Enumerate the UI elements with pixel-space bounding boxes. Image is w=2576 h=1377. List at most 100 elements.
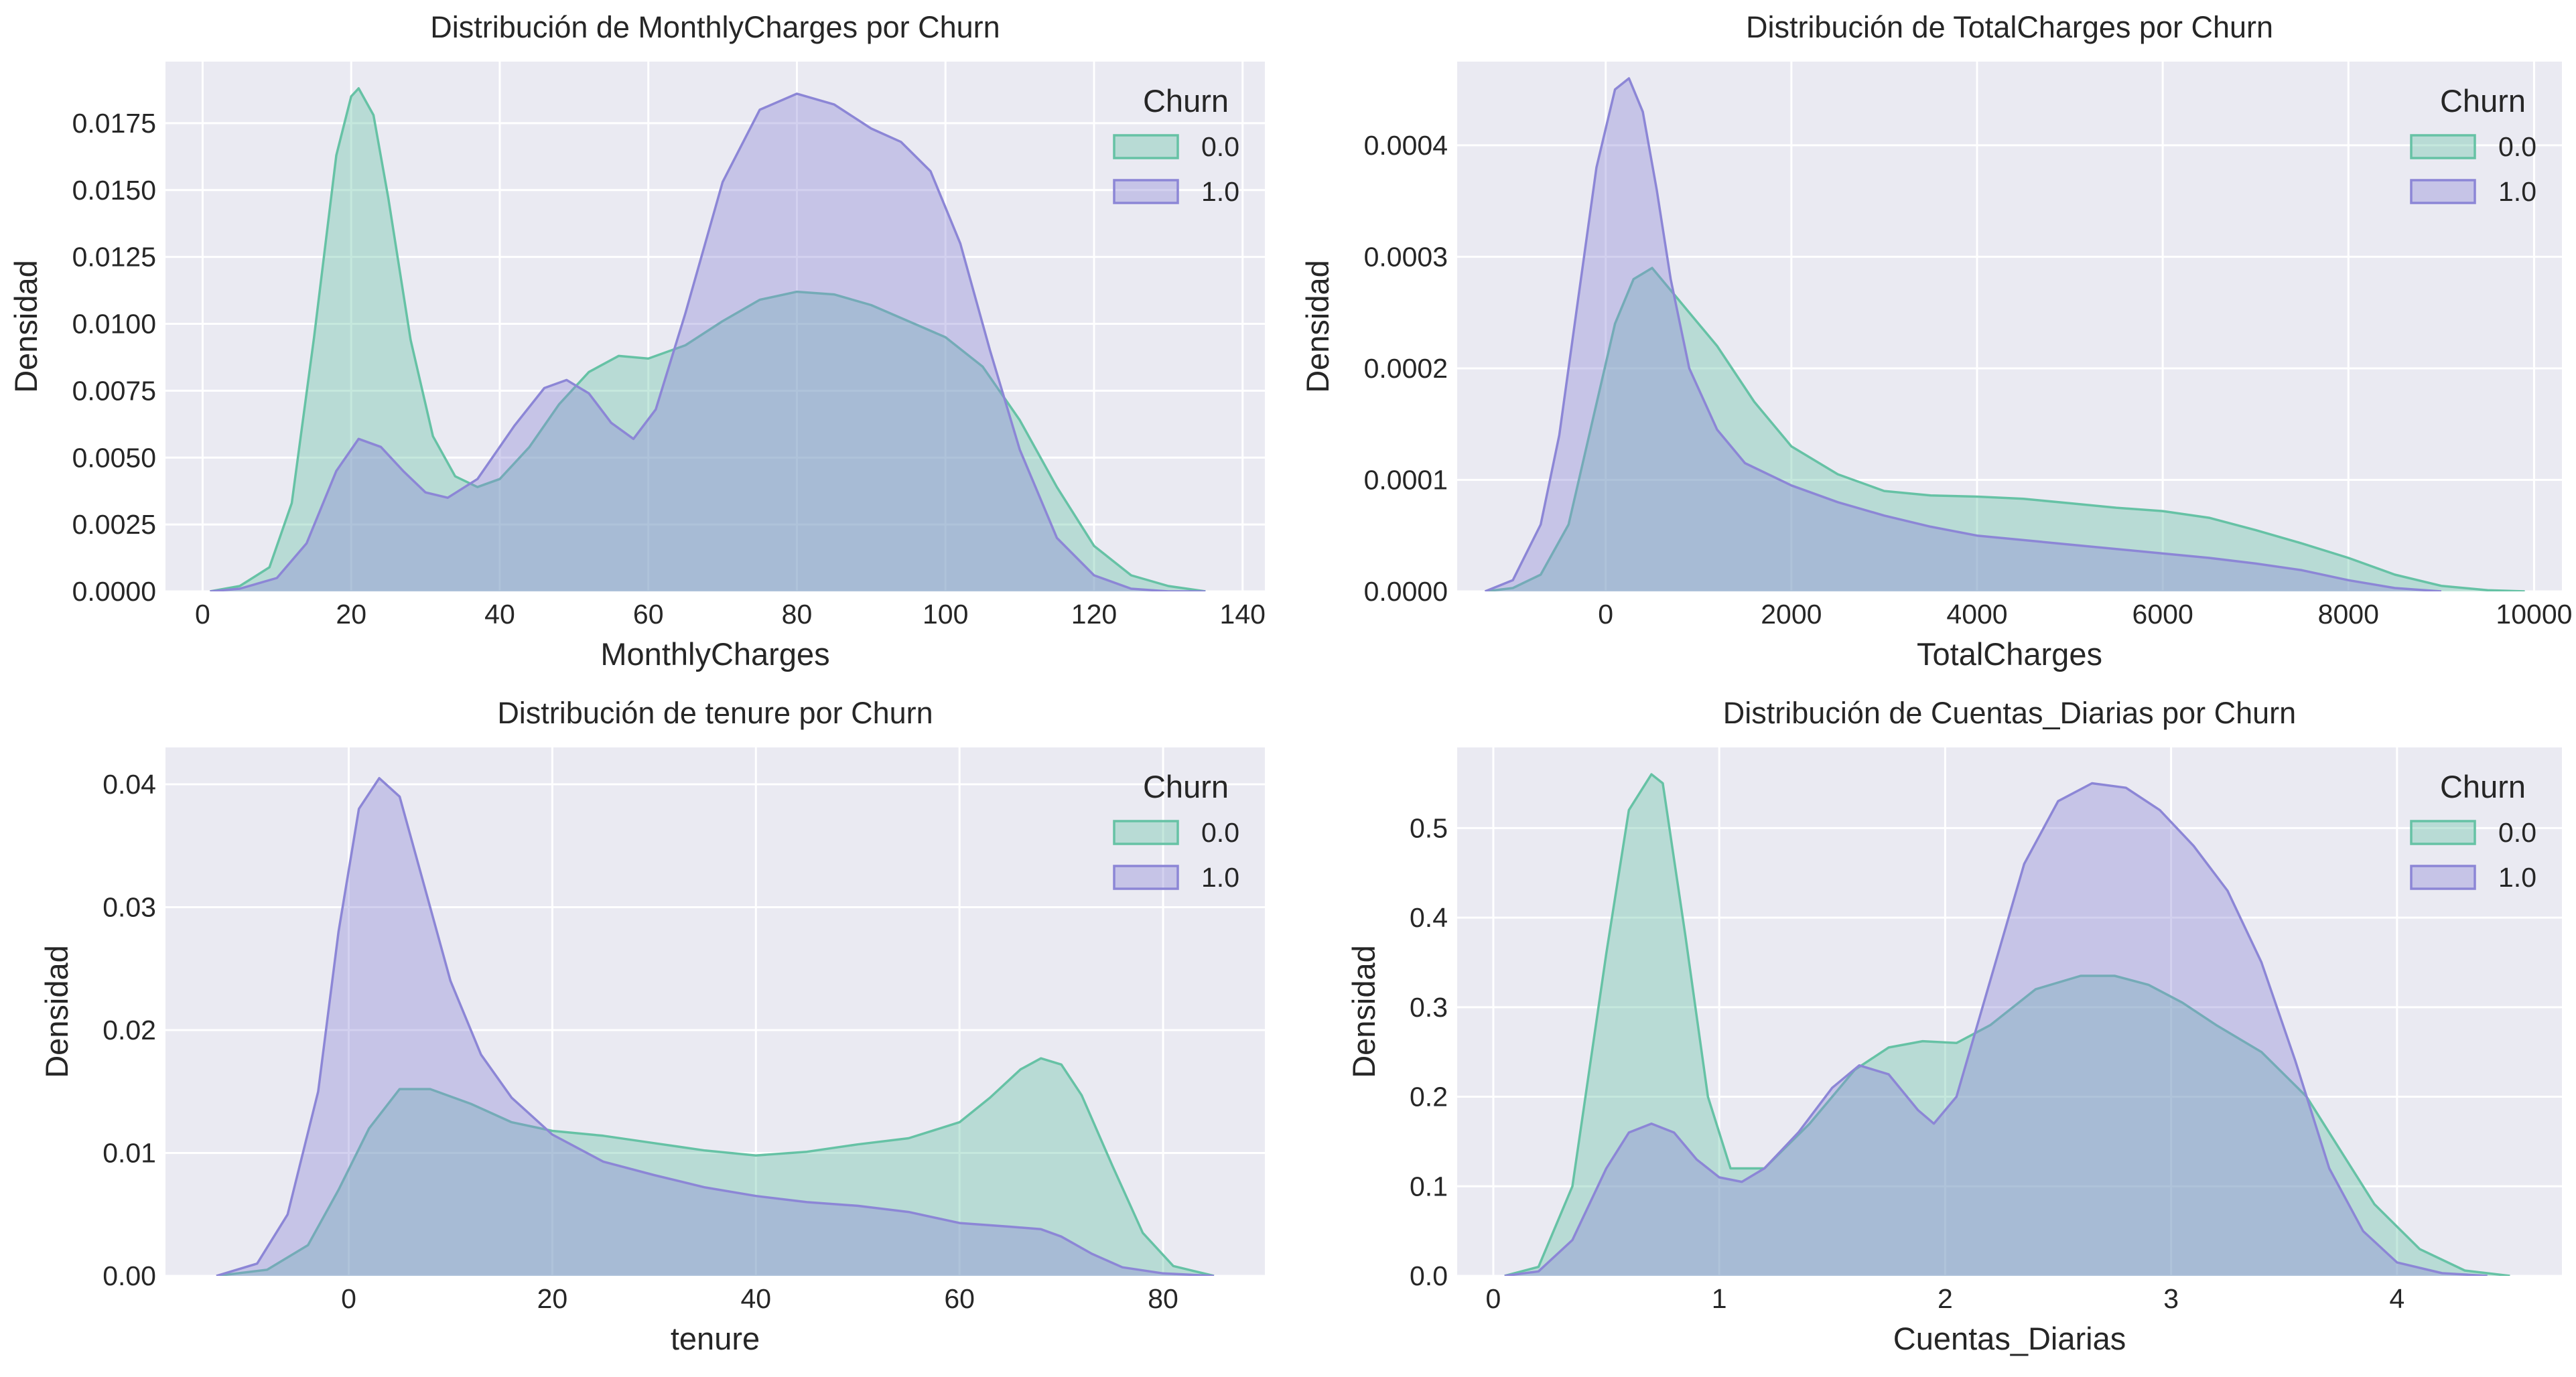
x-tick-label: 20 [537,1283,568,1314]
legend: Churn 0.0 1.0 [1113,769,1239,893]
x-tick-label: 4 [2389,1283,2404,1314]
x-tick-label: 4000 [1946,599,2007,630]
y-axis-label: Densidad [39,945,74,1078]
density-line-churn-0.0 [210,87,1206,591]
y-tick-label: 0.0004 [1364,130,1448,161]
y-tick-label: 0.0025 [72,509,156,540]
legend-title: Churn [1143,769,1229,804]
x-tick-label: 60 [944,1283,975,1314]
x-tick-label: 120 [1071,599,1117,630]
x-tick-label: 2 [1938,1283,1953,1314]
y-axis-label: Densidad [1346,945,1381,1078]
y-tick-label: 0.00 [103,1260,156,1291]
y-tick-label: 0.2 [1410,1082,1448,1112]
y-tick-label: 0.03 [103,892,156,923]
legend-swatch-churn-0.0 [1113,820,1179,845]
chart-panel-2: 0 2000 4000 6000 8000 10000 0.0000 0.0001 0.0002… [1300,10,2572,672]
density-fill-churn-0.0 [216,1058,1214,1276]
legend-swatch-churn-1.0 [2410,179,2476,204]
chart-title: Distribución de MonthlyCharges por Churn [430,10,1000,44]
y-axis-label: Densidad [8,260,44,393]
x-tick-label: 3 [2163,1283,2179,1314]
density-fill-churn-0.0 [210,88,1206,591]
density-areas [210,87,1206,591]
legend-label-churn-0.0: 0.0 [1201,817,1239,848]
x-tick-label: 0 [341,1283,356,1314]
y-tick-label: 0.01 [103,1138,156,1169]
legend-swatch-churn-0.0 [2410,820,2476,845]
y-tick-label: 0.0003 [1364,241,1448,272]
y-tick-label: 0.0100 [72,309,156,340]
legend-swatch-churn-0.0 [1113,134,1179,159]
legend-label-churn-0.0: 0.0 [1201,131,1239,162]
density-fill-churn-1.0 [216,778,1214,1276]
legend-swatch-churn-1.0 [2410,865,2476,890]
x-tick-label: 1 [1712,1283,1727,1314]
chart-panel-1: 0 20 40 60 80 100 120 1400.00000.00250.00500.00… [8,10,1266,672]
chart-title: Distribución de Cuentas_Diarias por Chur… [1723,696,2296,730]
x-tick-label: 40 [740,1283,771,1314]
x-tick-label: 80 [782,599,813,630]
legend-swatch-churn-0.0 [2410,134,2476,159]
density-areas [216,777,1215,1276]
legend-label-churn-1.0: 1.0 [1201,176,1239,207]
legend-label-churn-1.0: 1.0 [1201,862,1239,893]
legend: Churn 0.0 1.0 [2410,769,2536,893]
y-tick-label: 0.0002 [1364,353,1448,384]
legend-title: Churn [1143,83,1229,119]
y-tick-label: 0.0001 [1364,464,1448,495]
density-fill-churn-1.0 [210,93,1206,591]
y-tick-label: 0.1 [1410,1171,1448,1202]
x-tick-label: 0 [1486,1283,1501,1314]
x-tick-label: 60 [633,599,664,630]
y-tick-label: 0.02 [103,1015,156,1045]
chart-title: Distribución de tenure por Churn [497,696,933,730]
x-axis-label: TotalCharges [1917,636,2102,672]
density-line-churn-0.0 [1504,773,2510,1276]
legend-swatch-churn-1.0 [1113,865,1179,890]
y-tick-label: 0.0000 [72,576,156,607]
legend: Churn 0.0 1.0 [1113,83,1239,207]
x-tick-label: 2000 [1761,599,1822,630]
y-tick-label: 0.3 [1410,992,1448,1023]
density-fill-churn-0.0 [1485,268,2525,591]
x-tick-label: 0 [195,599,210,630]
legend-swatch-churn-1.0 [1113,179,1179,204]
chart-panel-4: 0 1 2 3 4 0.0 0.1 0.2 0.3 0.4 0.5 Distribución de C… [1346,696,2562,1356]
plot-area [1457,747,2562,1276]
y-axis-label: Densidad [1300,260,1335,393]
density-areas [1504,773,2510,1276]
y-tick-label: 0.5 [1410,812,1448,843]
legend-title: Churn [2440,83,2526,119]
x-tick-label: 8000 [2318,599,2379,630]
y-tick-label: 0.0 [1410,1260,1448,1291]
density-fill-churn-1.0 [1504,783,2488,1276]
density-line-churn-1.0 [216,777,1215,1276]
density-fill-churn-0.0 [1504,774,2510,1276]
x-tick-label: 40 [484,599,515,630]
x-tick-label: 100 [923,599,968,630]
x-axis-label: MonthlyCharges [600,636,829,672]
x-tick-label: 80 [1148,1283,1178,1314]
chart-title: Distribución de TotalCharges por Churn [1746,10,2273,44]
legend-label-churn-0.0: 0.0 [2498,131,2536,162]
legend-label-churn-1.0: 1.0 [2498,862,2536,893]
y-tick-label: 0.0125 [72,242,156,273]
x-tick-label: 6000 [2132,599,2193,630]
x-tick-label: 140 [1220,599,1266,630]
density-line-churn-1.0 [1504,782,2488,1276]
y-tick-label: 0.04 [103,769,156,800]
legend-title: Churn [2440,769,2526,804]
y-tick-label: 0.4 [1410,902,1448,933]
plot-area [1457,62,2562,591]
y-tick-label: 0.0000 [1364,576,1448,607]
density-line-churn-0.0 [1485,267,2525,591]
legend-label-churn-1.0: 1.0 [2498,176,2536,207]
legend-label-churn-0.0: 0.0 [2498,817,2536,848]
y-tick-label: 0.0050 [72,442,156,473]
x-axis-label: tenure [671,1321,760,1356]
density-areas [1484,77,2525,591]
x-tick-label: 10000 [2496,599,2572,630]
x-tick-label: 0 [1598,599,1613,630]
